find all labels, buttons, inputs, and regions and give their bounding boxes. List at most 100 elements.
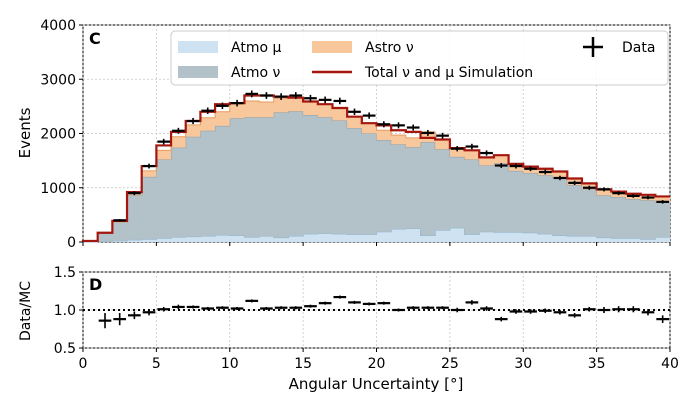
- data-point: [406, 124, 420, 131]
- data-point: [626, 193, 640, 198]
- events-panel: 0 1000 2000 3000 4000 C Events Atmo μ Astro …: [16, 18, 671, 251]
- x-tick-label: 15: [294, 356, 312, 372]
- data-point: [128, 191, 141, 196]
- ratio-point: [421, 306, 435, 310]
- area-atmo-nu: [83, 111, 670, 242]
- data-point: [612, 191, 625, 196]
- ratio-point: [289, 306, 303, 310]
- ratio-point: [465, 300, 479, 305]
- ratio-x-ticks: 0 5 10 15 20 25 30 35 40: [79, 348, 679, 372]
- ratio-point: [172, 304, 185, 310]
- ratio-point: [641, 309, 655, 316]
- y-tick-label: 1.5: [54, 265, 76, 281]
- ratio-grid: [82, 271, 671, 349]
- data-point: [656, 200, 669, 204]
- data-points: [113, 90, 669, 222]
- legend-label-data: Data: [622, 40, 655, 56]
- legend-frame: [170, 30, 669, 86]
- data-point: [201, 107, 215, 114]
- y-tick-label: 3000: [40, 72, 76, 88]
- legend-swatch-atmo-nu: [178, 66, 218, 78]
- x-tick-label: 5: [152, 356, 161, 372]
- ratio-point: [392, 308, 405, 312]
- x-tick-label: 0: [79, 356, 88, 372]
- data-point: [582, 185, 596, 190]
- data-point: [480, 150, 493, 156]
- ratio-y-axis-label: Data/MC: [18, 281, 34, 341]
- ratio-point: [128, 311, 141, 320]
- ratio-point: [260, 306, 273, 310]
- data-point: [216, 102, 229, 110]
- ratio-point: [377, 301, 391, 305]
- data-point: [304, 94, 317, 102]
- data-point: [436, 132, 449, 139]
- ratio-point: [553, 310, 567, 315]
- data-point: [289, 92, 303, 99]
- data-point: [509, 163, 523, 169]
- legend-label-astro-nu: Astro ν: [365, 40, 414, 56]
- data-point: [377, 121, 391, 128]
- ratio-point: [362, 302, 376, 306]
- legend: Atmo μ Astro ν Data Atmo ν Total ν and μ…: [170, 30, 669, 86]
- legend-swatch-astro-nu: [312, 41, 352, 53]
- y-tick-label: 2000: [40, 127, 76, 143]
- events-x-ticks: [82, 242, 671, 246]
- data-point: [421, 130, 435, 136]
- legend-swatch-atmo-mu: [178, 41, 218, 53]
- ratio-point: [216, 306, 229, 310]
- data-point: [538, 169, 552, 175]
- ratio-point: [509, 309, 523, 314]
- ratio-point: [538, 308, 552, 314]
- ratio-point: [656, 315, 669, 323]
- ratio-point: [201, 306, 215, 310]
- x-tick-label: 25: [441, 356, 459, 372]
- x-tick-label: 40: [661, 356, 679, 372]
- ratio-point: [450, 307, 464, 313]
- data-point: [230, 99, 244, 107]
- y-tick-label: 0: [67, 235, 76, 251]
- data-point: [186, 117, 200, 125]
- data-point: [113, 218, 127, 222]
- ratio-point: [568, 313, 581, 318]
- ratio-point: [524, 309, 537, 314]
- data-point: [274, 93, 288, 100]
- ratio-y-ticks: 0.5 1.0 1.5: [54, 265, 83, 357]
- legend-marker-data: [583, 37, 603, 57]
- ratio-point: [494, 316, 508, 322]
- ratio-point: [245, 299, 259, 303]
- ratio-point: [157, 306, 171, 312]
- panel-label-d: D: [89, 275, 102, 294]
- events-y-ticks: 0 1000 2000 3000 4000: [40, 18, 83, 251]
- ratio-point: [186, 305, 200, 309]
- y-tick-label: 1.0: [54, 303, 76, 319]
- ratio-point: [98, 313, 112, 329]
- data-point: [157, 138, 171, 145]
- data-point: [245, 90, 259, 98]
- ratio-point: [480, 306, 493, 311]
- ratio-point: [113, 313, 127, 326]
- ratio-point: [318, 301, 332, 305]
- data-point: [392, 122, 405, 129]
- data-point: [568, 180, 581, 186]
- data-point: [524, 166, 537, 172]
- data-point: [260, 92, 273, 99]
- ratio-points: [98, 295, 669, 329]
- data-point: [641, 195, 655, 200]
- ratio-point: [274, 306, 288, 310]
- data-point: [465, 143, 479, 150]
- stacked-areas: [83, 97, 670, 243]
- ratio-point: [304, 304, 317, 308]
- x-tick-label: 35: [588, 356, 606, 372]
- x-tick-label: 20: [368, 356, 386, 372]
- ratio-point: [582, 306, 596, 312]
- data-point: [318, 96, 332, 104]
- legend-label-total-simulation: Total ν and μ Simulation: [364, 65, 533, 81]
- events-y-axis-label: Events: [16, 107, 34, 158]
- ratio-point: [436, 306, 449, 310]
- data-point: [597, 187, 611, 192]
- ratio-point: [626, 306, 640, 313]
- ratio-point: [142, 309, 156, 316]
- y-tick-label: 1000: [40, 181, 76, 197]
- data-point: [172, 127, 185, 134]
- data-point: [348, 108, 361, 115]
